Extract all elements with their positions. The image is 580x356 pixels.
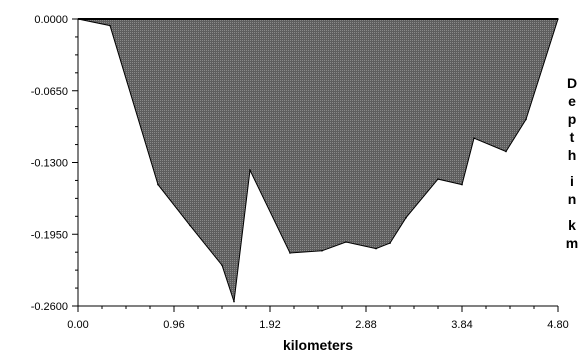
labels-layer: 0.00 0.96 1.92 2.88 3.84 4.80 0.0000 -0.0650 -0.… <box>31 14 569 331</box>
y-tick-label: -0.1950 <box>31 229 68 241</box>
y-axis-title-letter: p <box>568 111 577 127</box>
y-axis-title-letter: n <box>568 191 577 207</box>
data-point <box>461 183 463 186</box>
y-axis-title-letter: D <box>567 75 577 91</box>
data-point <box>221 264 223 267</box>
data-point <box>289 252 291 254</box>
y-axis-title-letter: m <box>566 235 578 251</box>
y-axis-title-letter: e <box>568 93 576 109</box>
data-point <box>109 24 111 27</box>
data-point <box>405 216 407 219</box>
y-tick-label: -0.2600 <box>31 301 68 313</box>
data-point <box>473 137 475 139</box>
y-tick-label: -0.0650 <box>31 86 68 98</box>
data-point <box>525 118 527 121</box>
x-axis-title: kilometers <box>283 337 353 353</box>
area-layer <box>77 18 559 303</box>
data-point <box>233 300 235 303</box>
data-point <box>321 250 323 252</box>
x-tick-label: 4.80 <box>547 319 568 331</box>
x-tick-label: 1.92 <box>259 319 280 331</box>
data-point <box>157 183 159 186</box>
data-point <box>375 247 377 250</box>
data-point <box>505 150 507 153</box>
x-tick-label: 2.88 <box>355 319 376 331</box>
y-tick-label: -0.1300 <box>31 158 68 170</box>
ticks-layer <box>72 18 559 312</box>
x-tick-label: 0.00 <box>67 319 88 331</box>
data-point <box>437 178 439 180</box>
y-axis-title-letter: t <box>570 129 575 145</box>
y-tick-label: 0.0000 <box>34 14 68 26</box>
area-series-0 <box>77 18 559 302</box>
y-axis-title-letter: i <box>570 173 574 189</box>
x-tick-label: 3.84 <box>451 319 472 331</box>
data-point <box>345 241 347 243</box>
y-axis-title-letter: k <box>568 217 576 233</box>
data-point <box>249 169 251 171</box>
y-axis-title-letter: h <box>568 147 577 163</box>
x-tick-label: 0.96 <box>163 319 184 331</box>
data-point <box>389 242 391 244</box>
data-point <box>189 224 191 227</box>
